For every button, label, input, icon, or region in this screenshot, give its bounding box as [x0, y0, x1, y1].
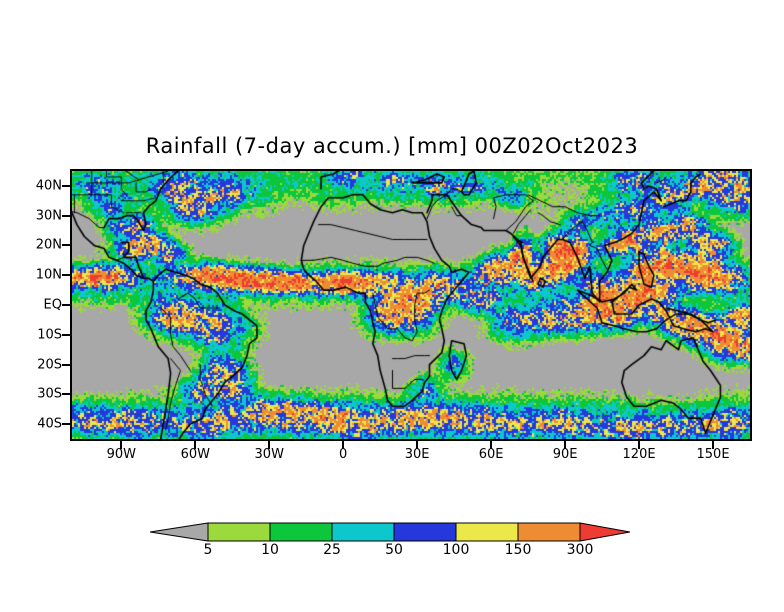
colorbar-swatches [150, 522, 630, 542]
colorbar-segment [517, 522, 581, 542]
x-tick-mark [342, 441, 345, 449]
y-tick-mark [62, 214, 70, 217]
y-tick-label: 20S [37, 357, 62, 373]
y-tick-mark [62, 304, 70, 306]
x-tick-mark [564, 441, 567, 449]
x-tick-mark [194, 441, 197, 449]
y-tick-mark [62, 244, 70, 247]
x-tick-mark [490, 441, 493, 449]
y-tick-label: 20N [35, 237, 62, 253]
colorbar-segment [455, 522, 519, 542]
y-tick-label: EQ [43, 297, 62, 313]
y-tick-label: 30N [35, 208, 62, 224]
colorbar-tick-label: 100 [442, 542, 470, 558]
y-tick-label: 40N [35, 178, 62, 194]
y-tick-mark [62, 423, 70, 426]
y-tick-mark [62, 274, 70, 277]
colorbar-tick-label: 10 [261, 542, 279, 558]
x-tick-label: 150E [696, 447, 730, 462]
map-plot-area[interactable] [70, 169, 752, 441]
colorbar-segment [331, 522, 395, 542]
x-tick-mark [416, 441, 419, 449]
colorbar-tick-label: 150 [504, 542, 532, 558]
x-tick-label: 30W [254, 447, 284, 462]
x-tick-label: 0 [339, 447, 348, 462]
page-title: Rainfall (7-day accum.) [mm] 00Z02Oct202… [145, 134, 639, 158]
colorbar-segment [269, 522, 333, 542]
x-tick-label: 30E [404, 447, 430, 462]
colorbar-over-arrow [579, 522, 630, 542]
colorbar-under-arrow [150, 522, 209, 542]
x-tick-mark [712, 441, 715, 449]
colorbar-segment [207, 522, 271, 542]
y-tick-mark [62, 333, 70, 336]
x-tick-label: 120E [622, 447, 656, 462]
x-tick-label: 60E [478, 447, 504, 462]
colorbar-tick-label: 300 [566, 542, 594, 558]
y-tick-label: 10N [35, 267, 62, 283]
y-tick-mark [62, 393, 70, 396]
y-tick-mark [62, 363, 70, 366]
x-tick-label: 60W [180, 447, 210, 462]
y-tick-mark [62, 184, 70, 187]
y-tick-label: 10S [37, 327, 62, 343]
x-tick-mark [120, 441, 123, 449]
colorbar-segment [393, 522, 457, 542]
colorbar-tick-label: 5 [203, 542, 213, 558]
y-tick-label: 30S [37, 386, 62, 402]
rainfall-heatmap-canvas[interactable] [72, 171, 750, 439]
x-tick-label: 90E [552, 447, 578, 462]
colorbar-tick-label: 50 [385, 542, 403, 558]
colorbar-tick-label: 25 [323, 542, 341, 558]
x-tick-mark [268, 441, 271, 449]
y-tick-label: 40S [37, 416, 62, 432]
x-tick-label: 90W [106, 447, 136, 462]
x-tick-mark [638, 441, 641, 449]
colorbar: [mm] [0, 518, 784, 578]
